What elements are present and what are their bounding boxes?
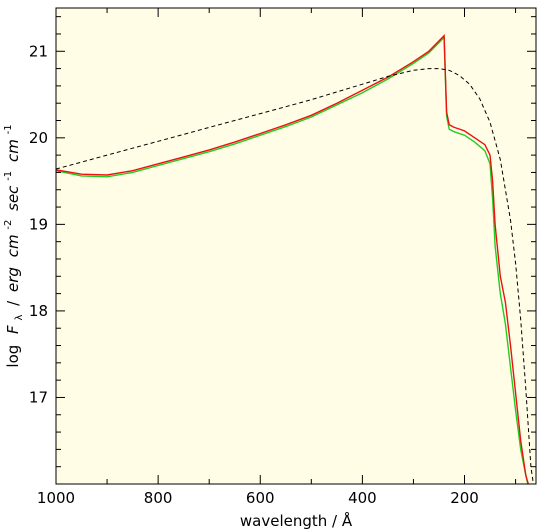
ylabel-F: F xyxy=(4,325,22,334)
plot-background xyxy=(56,8,536,484)
ylabel-cm-exp: -2 xyxy=(3,220,14,230)
ylabel-cm2-exp: -1 xyxy=(3,124,14,134)
x-axis-title: wavelength / Å xyxy=(240,511,353,530)
y-tick-label: 20 xyxy=(29,129,48,147)
x-tick-label: 600 xyxy=(246,489,275,507)
ylabel-slash: / xyxy=(4,300,22,306)
ticks-layer xyxy=(55,8,536,485)
x-tick-label: 800 xyxy=(144,489,173,507)
series-blackbody-dashed xyxy=(55,68,534,485)
tick-labels-layer: 1000 800 600 400 200 17 18 19 20 21 xyxy=(29,42,479,507)
y-tick-label: 21 xyxy=(29,42,48,60)
ylabel-sec: sec xyxy=(4,185,22,211)
series-model-green xyxy=(55,35,529,485)
ylabel-cm: cm xyxy=(4,234,22,257)
ylabel-erg: erg xyxy=(4,267,22,292)
plot-frame xyxy=(55,7,537,485)
x-tick-label: 1000 xyxy=(37,489,75,507)
ylabel-log: log xyxy=(4,345,22,368)
y-axis-title: log F λ / erg cm -2 sec -1 cm -1 xyxy=(0,124,26,367)
y-tick-label: 18 xyxy=(29,302,48,320)
series-layer xyxy=(55,34,534,485)
y-tick-label: 19 xyxy=(29,215,48,233)
ylabel-lambda: λ xyxy=(14,315,25,321)
y-tick-label: 17 xyxy=(29,388,48,406)
series-model-red xyxy=(55,34,529,485)
ylabel-cm2: cm xyxy=(4,139,22,162)
x-tick-label: 400 xyxy=(348,489,377,507)
svg-text:log F λ /: log F λ / erg cm -2 sec -1 cm -1 xyxy=(0,124,26,367)
ylabel-sec-exp: -1 xyxy=(3,171,14,181)
x-tick-label: 200 xyxy=(450,489,479,507)
